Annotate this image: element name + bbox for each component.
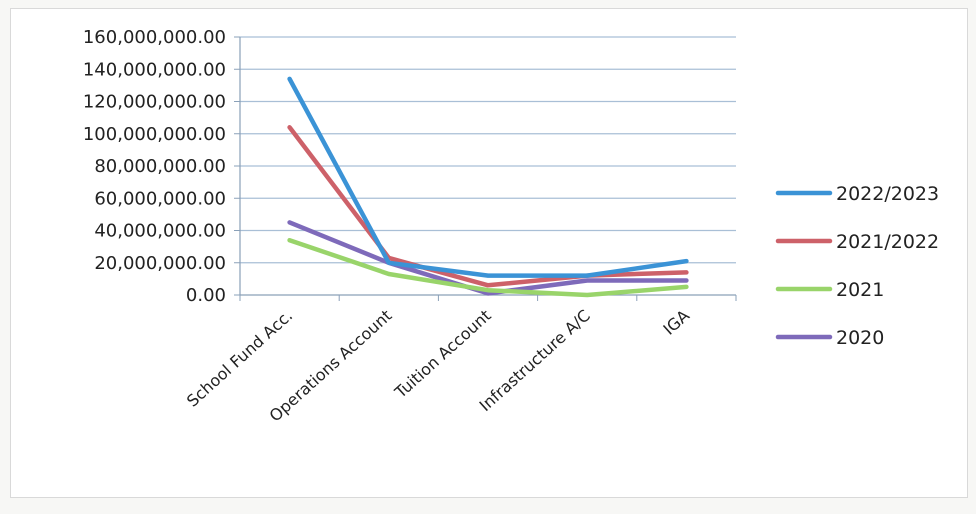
y-axis-ticks: 0.00 20,000,000.00 40,000,000.00 60,000,000… bbox=[83, 27, 226, 306]
x-tick-label: IGA bbox=[660, 306, 694, 339]
y-tick-label: 0.00 bbox=[186, 285, 226, 306]
y-tick-label: 160,000,000.00 bbox=[83, 27, 226, 48]
legend-label: 2022/2023 bbox=[836, 183, 939, 205]
y-tick-label: 80,000,000.00 bbox=[94, 156, 226, 177]
legend-label: 2021/2022 bbox=[836, 231, 939, 253]
y-tick-label: 120,000,000.00 bbox=[83, 92, 226, 113]
x-tick-label: School Fund Acc. bbox=[183, 306, 296, 411]
x-axis bbox=[239, 37, 737, 301]
x-tick-label: Infrastructure A/C bbox=[476, 306, 594, 415]
y-tick-label: 60,000,000.00 bbox=[94, 188, 226, 209]
y-tick-label: 140,000,000.00 bbox=[83, 59, 226, 80]
y-tick-label: 100,000,000.00 bbox=[83, 124, 226, 145]
legend-label: 2021 bbox=[836, 279, 884, 301]
series-lines bbox=[287, 76, 689, 298]
legend-label: 2020 bbox=[836, 327, 884, 349]
series-line bbox=[287, 125, 689, 288]
series-line bbox=[287, 237, 689, 298]
legend: 2022/2023 2021/2022 2021 2020 bbox=[775, 183, 939, 349]
chart-frame bbox=[10, 8, 968, 498]
y-tick-label: 40,000,000.00 bbox=[94, 221, 226, 242]
x-tick-label: Tuition Account bbox=[390, 306, 494, 403]
x-axis-ticks: School Fund Acc.Operations AccountTuitio… bbox=[183, 306, 693, 426]
series-line bbox=[287, 76, 689, 278]
y-tick-label: 20,000,000.00 bbox=[94, 253, 226, 274]
gridlines bbox=[234, 36, 736, 296]
series-line bbox=[287, 220, 689, 296]
